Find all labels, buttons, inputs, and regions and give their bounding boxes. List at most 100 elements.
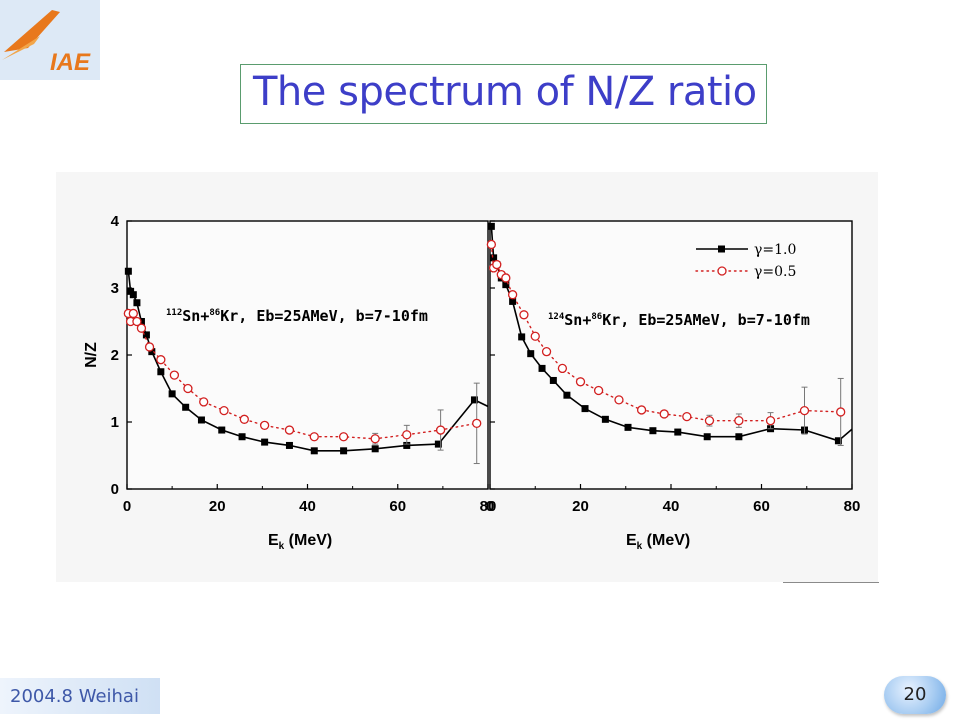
legend-label-gamma-1-0: γ=1.0 (754, 242, 796, 258)
x-tick-label: 0 (123, 498, 131, 515)
page-number-badge: 20 (884, 676, 946, 714)
legend-label-gamma-0-5: γ=0.5 (754, 264, 796, 280)
x-tick-label: 0 (486, 498, 494, 515)
data-point-gamma-1-0 (509, 297, 517, 305)
chart-panel-right: 0 20 40 60 80 Ek (MeV) 124Sn+86Kr, Eb=25AMeV, … (486, 220, 861, 552)
annotation-mass-2: 86 (209, 308, 220, 318)
data-point-gamma-0-5 (659, 409, 669, 419)
chart-legend: γ=1.0 γ=0.5 (695, 242, 796, 280)
title-box: The spectrum of N/Z ratio (240, 64, 767, 124)
series-line-gamma-1-0 (127, 271, 488, 452)
annotation-text-2: Kr, Eb=25AMeV, b=7-10fm (220, 307, 428, 325)
y-tick-label: 3 (111, 280, 119, 297)
series-line-gamma-0-5 (490, 243, 842, 422)
annotation-mass-1: 124 (548, 312, 565, 322)
data-point-gamma-0-5 (704, 416, 715, 426)
logo-graphic: IAE (2, 10, 91, 76)
data-point-gamma-0-5 (219, 405, 229, 416)
data-point-gamma-1-0 (197, 416, 205, 424)
data-point-gamma-0-5 (144, 342, 155, 352)
data-point-gamma-0-5 (575, 377, 586, 387)
data-point-gamma-0-5 (519, 310, 529, 320)
x-axis-label-subscript: k (637, 541, 643, 552)
data-point-gamma-1-0 (310, 447, 318, 455)
data-point-gamma-0-5 (836, 407, 846, 417)
data-point-gamma-1-0 (834, 437, 842, 445)
data-point-gamma-0-5 (593, 385, 604, 396)
data-point-gamma-1-0 (735, 433, 743, 441)
logo-swoosh-shape (2, 36, 40, 60)
x-tick-label: 40 (663, 498, 680, 515)
data-point-gamma-0-5 (530, 331, 540, 341)
data-point-gamma-1-0 (487, 222, 495, 230)
data-point-gamma-0-5 (402, 430, 412, 440)
data-point-gamma-0-5 (309, 432, 319, 442)
data-point-gamma-1-0 (157, 368, 165, 376)
annotation-text-2: Kr, Eb=25AMeV, b=7-10fm (602, 311, 810, 329)
reaction-annotation: 112Sn+86Kr, Eb=25AMeV, b=7-10fm (166, 307, 428, 325)
legend-marker-gamma-0-5 (717, 266, 727, 276)
x-tick-label: 80 (844, 498, 861, 515)
y-tick-label: 4 (111, 213, 120, 230)
data-point-gamma-1-0 (218, 426, 226, 434)
page-number: 20 (903, 684, 927, 705)
data-point-gamma-0-5 (541, 346, 552, 357)
iae-logo: IAE (0, 0, 100, 80)
data-point-gamma-0-5 (132, 316, 142, 327)
x-axis-label-symbol: E (626, 532, 637, 549)
data-point-gamma-0-5 (169, 370, 180, 380)
data-point-gamma-0-5 (682, 411, 692, 422)
data-point-gamma-0-5 (486, 239, 497, 250)
y-tick-label: 2 (111, 347, 119, 364)
data-point-gamma-0-5 (284, 425, 295, 435)
x-axis-label-subscript: k (279, 541, 285, 552)
data-point-gamma-1-0 (142, 331, 150, 339)
data-point-gamma-0-5 (156, 355, 166, 365)
footer-date-text: 2004.8 Weihai (10, 686, 139, 707)
logo-wing-shape (4, 10, 60, 52)
data-point-gamma-1-0 (129, 291, 137, 299)
y-tick-label: 0 (111, 481, 119, 498)
x-tick-label: 60 (753, 498, 770, 515)
data-point-gamma-1-0 (285, 441, 293, 449)
x-axis-label: Ek (MeV) (268, 532, 332, 552)
x-axis-label-unit: (MeV) (284, 532, 332, 549)
data-point-gamma-0-5 (501, 273, 511, 283)
data-point-gamma-1-0 (563, 391, 571, 399)
data-point-gamma-0-5 (765, 416, 776, 426)
divider-line (783, 582, 879, 583)
x-tick-label: 80 (480, 498, 497, 515)
y-axis-label: N/Z (83, 342, 100, 368)
data-point-gamma-0-5 (492, 259, 502, 270)
x-tick-label: 20 (209, 498, 226, 515)
data-point-gamma-1-0 (403, 441, 411, 449)
annotation-mass-2: 86 (591, 312, 602, 322)
data-point-gamma-0-5 (199, 397, 209, 407)
legend-marker-gamma-1-0 (718, 245, 725, 253)
data-point-gamma-0-5 (183, 383, 193, 394)
data-point-gamma-1-0 (168, 390, 176, 398)
data-point-gamma-0-5 (472, 418, 482, 428)
data-point-gamma-0-5 (435, 425, 446, 435)
annotation-text-1: Sn+ (564, 311, 591, 329)
data-point-gamma-1-0 (538, 364, 546, 372)
x-axis-label-unit: (MeV) (642, 532, 690, 549)
data-point-gamma-1-0 (624, 423, 632, 431)
data-point-gamma-1-0 (502, 281, 510, 289)
x-tick-label: 40 (299, 498, 316, 515)
data-point-gamma-1-0 (703, 433, 711, 441)
x-axis-label-symbol: E (268, 532, 279, 549)
data-point-gamma-1-0 (674, 428, 682, 436)
data-point-gamma-0-5 (557, 363, 568, 374)
data-point-gamma-0-5 (370, 434, 380, 444)
logo-text: IAE (50, 49, 91, 76)
data-point-gamma-1-0 (261, 438, 269, 446)
annotation-text-1: Sn+ (182, 307, 209, 325)
data-point-gamma-1-0 (649, 427, 657, 435)
data-point-gamma-1-0 (182, 403, 190, 411)
data-point-gamma-0-5 (799, 405, 810, 416)
data-point-gamma-0-5 (239, 414, 249, 424)
data-point-gamma-1-0 (581, 405, 589, 413)
